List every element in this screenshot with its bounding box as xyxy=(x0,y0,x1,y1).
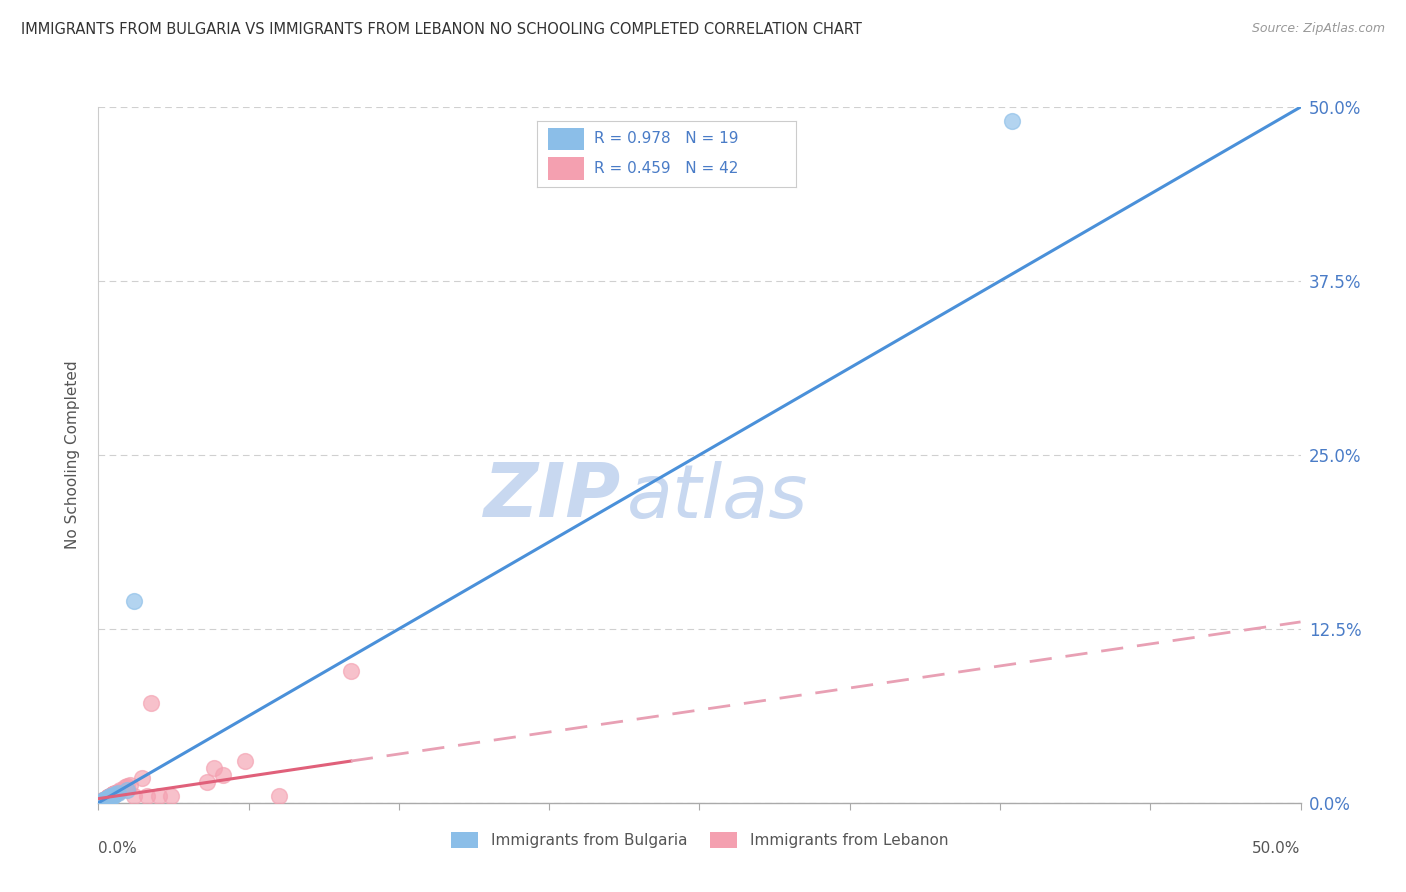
Point xyxy=(97,790,120,805)
Point xyxy=(100,789,122,803)
Point xyxy=(108,783,131,797)
Point xyxy=(100,789,122,803)
Point xyxy=(91,793,114,807)
FancyBboxPatch shape xyxy=(547,128,583,150)
Point xyxy=(118,778,141,792)
Point xyxy=(94,792,117,806)
Point xyxy=(94,791,117,805)
Text: atlas: atlas xyxy=(627,460,808,533)
Point xyxy=(97,790,120,805)
FancyBboxPatch shape xyxy=(547,157,583,180)
Point xyxy=(101,789,124,803)
Point xyxy=(94,791,117,805)
Point xyxy=(104,786,127,800)
Text: 0.0%: 0.0% xyxy=(98,841,138,856)
Point xyxy=(101,789,124,803)
Point xyxy=(107,785,129,799)
Point xyxy=(91,793,114,807)
Point xyxy=(107,786,129,800)
Point xyxy=(100,789,122,803)
Point xyxy=(135,789,157,803)
Point xyxy=(97,791,120,805)
Point xyxy=(100,789,122,803)
Y-axis label: No Schooling Completed: No Schooling Completed xyxy=(65,360,80,549)
Text: 50.0%: 50.0% xyxy=(1253,841,1301,856)
Point xyxy=(114,780,136,795)
Point xyxy=(124,594,146,608)
Point xyxy=(100,789,122,804)
Point xyxy=(104,788,127,802)
Point xyxy=(195,775,218,789)
Text: R = 0.459   N = 42: R = 0.459 N = 42 xyxy=(595,161,738,176)
Point xyxy=(97,790,120,805)
Point xyxy=(124,789,146,803)
Point xyxy=(94,791,117,805)
Point xyxy=(233,754,256,768)
Point xyxy=(1001,114,1024,128)
Point xyxy=(94,791,117,805)
Point xyxy=(91,794,114,808)
Point xyxy=(101,788,124,802)
Point xyxy=(159,789,181,803)
Point xyxy=(107,785,129,799)
Point xyxy=(267,789,290,803)
Point xyxy=(340,664,363,678)
Point xyxy=(97,790,120,805)
Point xyxy=(91,793,114,807)
Legend: Immigrants from Bulgaria, Immigrants from Lebanon: Immigrants from Bulgaria, Immigrants fro… xyxy=(444,826,955,855)
Point xyxy=(91,793,114,807)
Point xyxy=(100,790,122,805)
Point xyxy=(148,789,170,803)
Point xyxy=(94,791,117,805)
Point xyxy=(202,761,225,775)
Point xyxy=(141,696,163,710)
Point xyxy=(104,786,127,800)
Point xyxy=(94,792,117,806)
Point xyxy=(90,795,112,809)
Point xyxy=(97,790,120,805)
Point xyxy=(117,779,139,793)
Point xyxy=(100,789,122,804)
Text: R = 0.978   N = 19: R = 0.978 N = 19 xyxy=(595,131,738,146)
Point xyxy=(117,783,139,797)
Point xyxy=(212,768,235,782)
Point xyxy=(101,788,124,802)
Point xyxy=(101,788,124,802)
Point xyxy=(100,790,122,805)
Text: ZIP: ZIP xyxy=(484,460,621,533)
Text: IMMIGRANTS FROM BULGARIA VS IMMIGRANTS FROM LEBANON NO SCHOOLING COMPLETED CORRE: IMMIGRANTS FROM BULGARIA VS IMMIGRANTS F… xyxy=(21,22,862,37)
Point xyxy=(131,771,153,785)
Point xyxy=(94,791,117,805)
Point xyxy=(97,790,120,805)
Point xyxy=(101,788,124,802)
Point xyxy=(97,791,120,805)
Text: Source: ZipAtlas.com: Source: ZipAtlas.com xyxy=(1251,22,1385,36)
